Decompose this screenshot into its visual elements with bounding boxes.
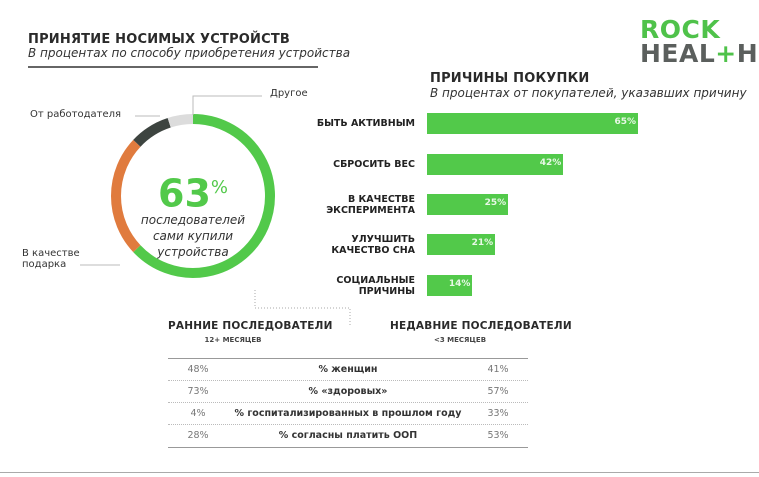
reasons-subtitle: В процентах от покупателей, указавших пр…: [430, 86, 747, 100]
donut-center-value: 63%: [133, 168, 253, 214]
cell-early: 28%: [187, 430, 209, 441]
table-row: 28% % согласны платить ООП 53%: [168, 425, 528, 446]
reasons-title: ПРИЧИНЫ ПОКУПКИ: [430, 71, 590, 86]
bar-label-line: ЭКСПЕРИМЕНТА: [326, 205, 415, 216]
other-leader-line: [192, 95, 262, 115]
bar-value-label: 25%: [484, 198, 507, 208]
bar: 65%: [427, 113, 638, 134]
bar-value-label: 42%: [539, 158, 562, 168]
table-row: 4% % госпитализированных в прошлом году 33…: [168, 403, 528, 425]
label-other: Другое: [270, 88, 308, 99]
cell-early: 4%: [190, 408, 206, 419]
label-gift: В качестве подарка: [22, 248, 80, 270]
cell-recent: 33%: [487, 408, 509, 419]
bar-label-line: УЛУЧШИТЬ: [351, 234, 415, 245]
bar-label-line: ПРИЧИНЫ: [358, 286, 415, 297]
cell-recent: 57%: [487, 386, 509, 397]
table-row: 48% % женщин 41%: [168, 359, 528, 381]
center-line: устройства: [157, 245, 229, 259]
bar-value-label: 14%: [448, 279, 471, 289]
center-line: последователей: [140, 213, 246, 227]
bar-value-label: 21%: [471, 238, 494, 248]
bar: 21%: [427, 234, 496, 255]
recent-adopters-title: НЕДАВНИЕ ПОСЛЕДОВАТЕЛИ: [390, 320, 572, 332]
logo-line1: ROCK: [640, 15, 721, 44]
bar-label-line: СБРОСИТЬ ВЕС: [333, 159, 415, 170]
donut-slice: [167, 114, 194, 128]
bar-label-line: БЫТЬ АКТИВНЫМ: [316, 118, 415, 129]
adoption-subtitle: В процентах по способу приобретения устр…: [28, 46, 351, 60]
early-adopters-sub: 12+ МЕСЯЦЕВ: [204, 336, 262, 344]
cell-early: 73%: [187, 386, 209, 397]
bar-label-line: КАЧЕСТВО СНА: [331, 245, 415, 256]
table-leader-line: [254, 290, 351, 325]
center-unit: %: [210, 177, 228, 198]
center-number: 63: [158, 171, 211, 216]
label-employer: От работодателя: [30, 109, 122, 120]
cell-label: % госпитализированных в прошлом году: [234, 408, 462, 419]
cell-recent: 41%: [487, 364, 509, 375]
cell-label: % согласны платить ООП: [278, 430, 418, 441]
bar-label-line: СОЦИАЛЬНЫЕ: [336, 275, 415, 286]
donut-slice: [111, 139, 141, 253]
bar-category-label: СОЦИАЛЬНЫЕ ПРИЧИНЫ: [336, 275, 415, 297]
table-top-rule: [168, 358, 528, 359]
bar-category-label: УЛУЧШИТЬ КАЧЕСТВО СНА: [331, 234, 415, 256]
bar-category-label: СБРОСИТЬ ВЕС: [333, 159, 415, 170]
cell-early: 48%: [187, 364, 209, 375]
center-line: сами купили: [152, 229, 234, 243]
cell-label: % женщин: [318, 364, 378, 375]
cell-recent: 53%: [487, 430, 509, 441]
recent-adopters-sub: <3 МЕСЯЦЕВ: [433, 336, 487, 344]
bar: 14%: [427, 275, 473, 296]
title-divider: [28, 66, 318, 68]
bar-value-label: 65%: [614, 117, 636, 127]
donut-center-text: последователей сами купили устройства: [128, 212, 258, 260]
adoption-title: ПРИНЯТИЕ НОСИМЫХ УСТРОЙСТВ: [28, 32, 291, 47]
bar-category-label: В КАЧЕСТВЕ ЭКСПЕРИМЕНТА: [326, 194, 415, 216]
bar-label-line: В КАЧЕСТВЕ: [347, 194, 415, 205]
bar: 42%: [427, 154, 564, 175]
cell-label: % «здоровых»: [308, 386, 388, 397]
early-adopters-title: РАННИЕ ПОСЛЕДОВАТЕЛИ: [168, 320, 333, 332]
rock-health-logo: ROCK HEAL+H: [640, 15, 759, 68]
footer-rule: [0, 472, 759, 473]
bar: 25%: [427, 194, 509, 215]
table-bottom-rule: [168, 447, 528, 448]
donut-slice: [133, 114, 275, 278]
bar-category-label: БЫТЬ АКТИВНЫМ: [317, 118, 415, 129]
donut-slice: [133, 118, 171, 147]
table-row: 73% % «здоровых» 57%: [168, 381, 528, 403]
